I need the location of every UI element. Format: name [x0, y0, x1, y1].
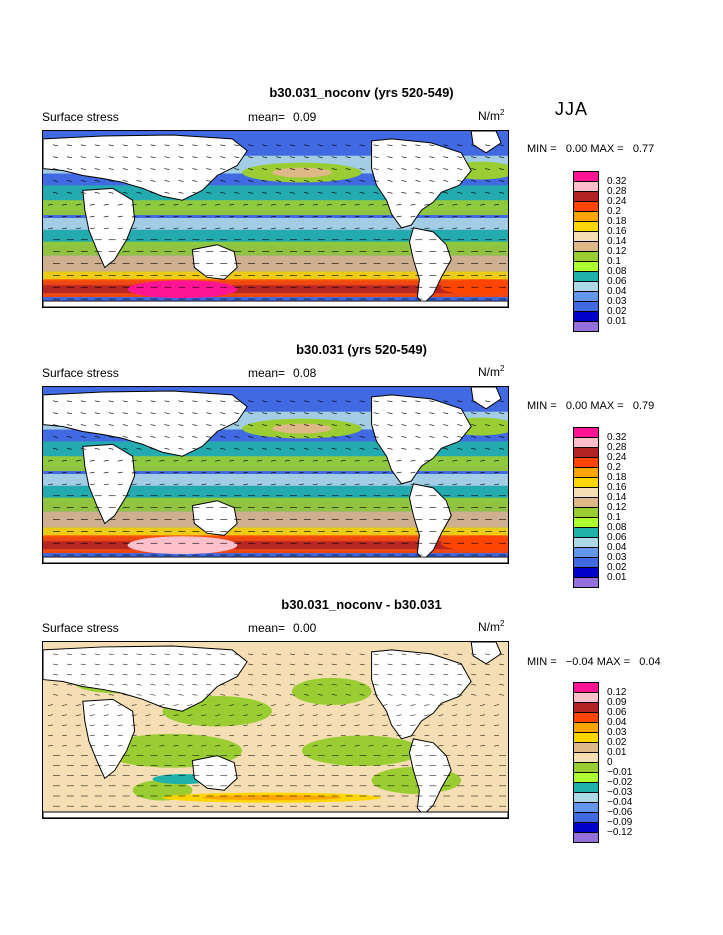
legend-label: 0.32 — [607, 176, 627, 187]
legend-swatch — [573, 577, 599, 588]
legend-label: 0.28 — [607, 186, 627, 197]
legend-swatch — [573, 321, 599, 332]
legend-label: 0.32 — [607, 432, 627, 443]
legend-label: 0.04 — [607, 542, 627, 553]
season-label: JJA — [555, 99, 589, 119]
legend-label: −0.02 — [607, 777, 633, 788]
panel-2-units: N/m2 — [478, 364, 505, 379]
legend-label: 0.2 — [607, 462, 621, 473]
legend-label: −0.09 — [607, 817, 633, 828]
legend-label: 0.2 — [607, 206, 621, 217]
legend-label: 0.08 — [607, 266, 627, 277]
legend-label: 0.14 — [607, 236, 627, 247]
legend-label: 0.01 — [607, 316, 627, 327]
legend-label: 0.01 — [607, 747, 627, 758]
panel-3-title: b30.031_noconv - b30.031 — [281, 597, 442, 612]
panel-3-mean-value: 0.00 — [293, 621, 317, 635]
legend-label: 0.18 — [607, 472, 627, 483]
legend-label: −0.06 — [607, 807, 633, 818]
panel-1-title: b30.031_noconv (yrs 520-549) — [269, 85, 454, 100]
legend-label: −0.03 — [607, 787, 633, 798]
panel-3-legend: 0.12 0.09 0.06 0.04 0.03 0.02 0.01 0 −0.01 −0.02−… — [573, 682, 632, 843]
legend-label: 0.06 — [607, 532, 627, 543]
legend-label: 0.01 — [607, 572, 627, 583]
panel-1-mean-label: mean= — [248, 110, 286, 124]
legend-label: 0.04 — [607, 717, 627, 728]
panel-1-units: N/m2 — [478, 108, 505, 123]
panel-2-variable: Surface stress — [42, 366, 119, 380]
panel-3-map — [42, 641, 509, 819]
legend-label: 0.08 — [607, 522, 627, 533]
legend-label: 0 — [607, 757, 613, 768]
panel-3-mean-label: mean= — [248, 621, 286, 635]
legend-label: 0.24 — [607, 452, 627, 463]
legend-label: 0.06 — [607, 276, 627, 287]
legend-label: 0.02 — [607, 562, 627, 573]
panel-3-units: N/m2 — [478, 619, 505, 634]
legend-label: 0.02 — [607, 737, 627, 748]
legend-label: −0.04 — [607, 797, 633, 808]
panel-1-map-svg — [43, 131, 508, 307]
legend-label: 0.12 — [607, 246, 627, 257]
panel-1-mean-value: 0.09 — [293, 110, 317, 124]
legend-label: 0.1 — [607, 512, 621, 523]
panel-1-min-max: MIN = 0.00 MAX = 0.77 — [527, 143, 655, 155]
legend-swatch — [573, 832, 599, 843]
panel-2-mean-label: mean= — [248, 366, 286, 380]
legend-label: −0.01 — [607, 767, 633, 778]
panel-1-legend: 0.32 0.28 0.24 0.2 0.18 0.16 0.14 0.12 0.1 0.08 0.… — [573, 171, 626, 332]
panel-2-mean-value: 0.08 — [293, 366, 317, 380]
legend-label: 0.14 — [607, 492, 627, 503]
panel-1-variable: Surface stress — [42, 110, 119, 124]
legend-label: 0.24 — [607, 196, 627, 207]
legend-label: −0.12 — [607, 827, 633, 838]
legend-label: 0.09 — [607, 697, 627, 708]
legend-label: 0.06 — [607, 707, 627, 718]
panel-2-legend: 0.32 0.28 0.24 0.2 0.18 0.16 0.14 0.12 0.1 0.08 0.… — [573, 427, 626, 588]
panel-2-map-svg — [43, 387, 508, 563]
legend-label: 0.03 — [607, 296, 627, 307]
legend-label: 0.16 — [607, 226, 627, 237]
legend-label: 0.18 — [607, 216, 627, 227]
legend-label: 0.04 — [607, 286, 627, 297]
legend-label: 0.02 — [607, 306, 627, 317]
legend-label: 0.03 — [607, 552, 627, 563]
panel-3-min-max: MIN = −0.04 MAX = 0.04 — [527, 656, 661, 668]
legend-label: 0.12 — [607, 687, 627, 698]
legend-label: 0.28 — [607, 442, 627, 453]
legend-label: 0.1 — [607, 256, 621, 267]
legend-label: 0.12 — [607, 502, 627, 513]
panel-3-variable: Surface stress — [42, 621, 119, 635]
panel-3-map-svg — [43, 642, 508, 818]
panel-2-title: b30.031 (yrs 520-549) — [296, 342, 427, 357]
legend-label: 0.03 — [607, 727, 627, 738]
legend-label: 0.16 — [607, 482, 627, 493]
panel-2-min-max: MIN = 0.00 MAX = 0.79 — [527, 400, 655, 412]
panel-2-map — [42, 386, 509, 564]
panel-1-map — [42, 130, 509, 308]
